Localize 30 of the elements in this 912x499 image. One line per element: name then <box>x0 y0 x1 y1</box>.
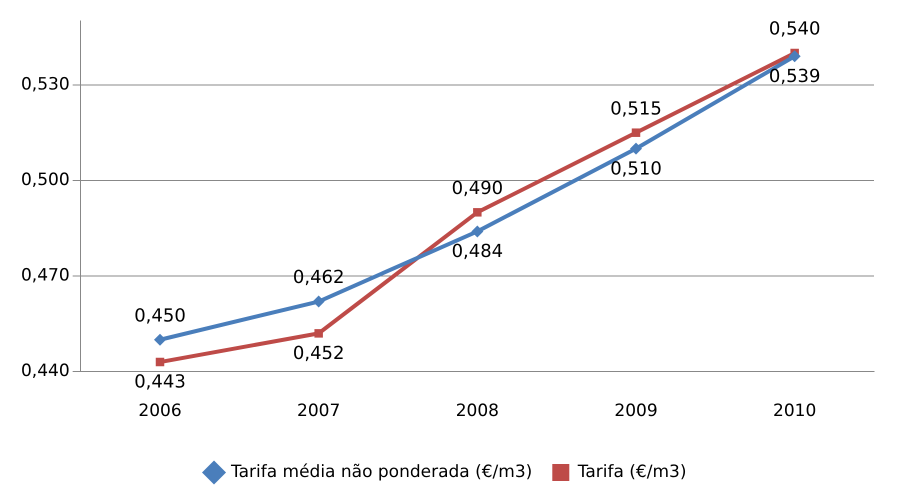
legend-label: Tarifa (€/m3) <box>576 462 686 482</box>
x-tick-label: 2009 <box>614 401 658 422</box>
data-label: 0,450 <box>134 305 186 326</box>
point <box>788 50 801 62</box>
point <box>632 128 640 137</box>
y-tick-label: 0,500 <box>20 170 70 190</box>
y-tick-label: 0,530 <box>20 74 70 94</box>
data-label: 0,484 <box>452 241 504 262</box>
data-label: 0,452 <box>292 343 344 364</box>
legend-label: Tarifa média não ponderada (€/m3) <box>230 462 532 482</box>
data-label: 0,540 <box>768 18 820 40</box>
point <box>473 208 482 217</box>
point <box>154 334 166 346</box>
data-label: 0,510 <box>610 158 662 180</box>
data-label: 0,490 <box>452 178 504 199</box>
point <box>471 225 484 238</box>
data-label: 0,539 <box>768 66 820 87</box>
data-label: 0,515 <box>610 98 662 120</box>
y-tick-label: 0,470 <box>20 265 70 286</box>
data-label: 0,462 <box>292 267 344 288</box>
x-tick-label: 2010 <box>773 401 816 422</box>
point <box>156 358 164 366</box>
point <box>630 142 642 155</box>
x-tick-label: 2008 <box>456 401 499 422</box>
x-tick-label: 2006 <box>138 401 182 422</box>
point <box>314 329 323 338</box>
x-tick-label: 2007 <box>297 401 340 422</box>
data-label: 0,443 <box>134 372 186 393</box>
point <box>312 296 325 308</box>
y-tick-label: 0,440 <box>20 361 70 382</box>
